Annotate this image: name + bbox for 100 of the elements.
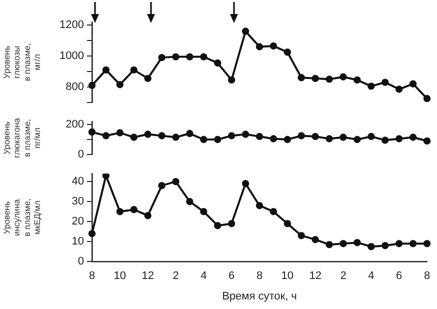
- point: [88, 82, 96, 89]
- point: [284, 48, 292, 56]
- point: [214, 59, 222, 67]
- x-tick-label: 6: [396, 270, 402, 282]
- point: [256, 202, 264, 210]
- y-tick-label: 40: [72, 176, 84, 188]
- y-tick-label: 20: [72, 216, 84, 228]
- point: [395, 135, 403, 142]
- point: [409, 240, 417, 248]
- y-tick-label: 10: [72, 236, 84, 248]
- point: [186, 198, 194, 206]
- point: [340, 134, 347, 141]
- point: [312, 132, 319, 140]
- point: [102, 132, 110, 140]
- point: [354, 136, 361, 144]
- point: [284, 136, 292, 144]
- point: [423, 137, 431, 145]
- point: [395, 86, 403, 93]
- y-tick-label: 30: [72, 196, 84, 208]
- point: [158, 54, 166, 62]
- point: [256, 132, 264, 140]
- point: [200, 136, 208, 144]
- point: [242, 28, 250, 35]
- point: [116, 208, 124, 216]
- point: [409, 134, 417, 141]
- x-tick-label: 12: [142, 270, 154, 282]
- x-tick-label: 8: [88, 270, 96, 282]
- point: [88, 128, 96, 136]
- point: [326, 241, 333, 248]
- point: [200, 53, 208, 60]
- point: [130, 66, 138, 74]
- point: [368, 243, 375, 250]
- y-tick-label: 1200: [60, 19, 84, 32]
- point: [144, 74, 152, 82]
- point: [172, 134, 180, 141]
- point: [242, 180, 250, 188]
- point: [116, 81, 124, 88]
- point: [116, 129, 124, 136]
- point: [382, 242, 389, 250]
- point: [354, 76, 361, 84]
- point: [158, 132, 166, 140]
- point: [409, 80, 417, 88]
- point: [284, 220, 292, 228]
- x-tick-label: 8: [424, 270, 430, 282]
- x-tick-label: 2: [172, 270, 179, 282]
- point: [214, 222, 222, 230]
- point: [200, 208, 208, 216]
- point: [228, 132, 236, 140]
- y-tick-label: 800: [66, 80, 84, 93]
- point: [340, 240, 347, 248]
- x-tick-label: 10: [114, 270, 126, 282]
- y-tick-label: 1000: [60, 50, 84, 62]
- point: [172, 53, 180, 60]
- point: [340, 73, 347, 80]
- x-tick-label: 12: [309, 270, 322, 282]
- point: [130, 134, 138, 141]
- point: [88, 230, 96, 238]
- point: [186, 53, 194, 60]
- point: [326, 135, 333, 142]
- point: [354, 239, 361, 246]
- y-tick-label: 0: [78, 256, 84, 268]
- point: [312, 236, 319, 244]
- y-tick-label: 0: [78, 148, 84, 160]
- x-tick-label: 6: [228, 270, 235, 282]
- point: [228, 220, 236, 228]
- x-axis-title: Время суток, ч: [222, 290, 297, 302]
- point: [298, 132, 305, 140]
- x-tick-label: 4: [368, 270, 374, 282]
- x-tick-label: 8: [256, 270, 263, 282]
- point: [382, 136, 389, 144]
- point: [102, 174, 110, 180]
- y-axis-title: Уровень глюкозы в плазме, мг/л: [1, 43, 42, 82]
- x-tick-label: 10: [281, 270, 294, 282]
- point: [270, 135, 278, 142]
- point: [214, 136, 222, 144]
- y-axis-title: Уровень инсулина в плазме, мкЕД/мл: [1, 198, 42, 237]
- point: [130, 206, 138, 214]
- point: [395, 240, 403, 248]
- point: [423, 240, 431, 248]
- y-axis-title: Уровень глюкагона в плазме, пг/мл: [1, 118, 42, 158]
- y-tick-label: 200: [66, 118, 84, 131]
- point: [368, 82, 375, 90]
- point: [298, 74, 305, 82]
- point: [298, 232, 305, 240]
- point: [144, 130, 152, 138]
- point: [368, 132, 375, 140]
- point: [172, 178, 180, 186]
- point: [228, 76, 236, 84]
- point: [423, 94, 431, 102]
- point: [326, 76, 333, 83]
- point: [382, 78, 389, 86]
- point: [102, 66, 110, 74]
- point: [270, 42, 278, 50]
- point: [158, 182, 166, 190]
- x-tick-label: 4: [200, 270, 207, 282]
- point: [144, 212, 152, 220]
- x-tick-label: 2: [340, 270, 346, 282]
- point: [186, 130, 194, 138]
- point: [312, 74, 319, 82]
- point: [242, 130, 250, 138]
